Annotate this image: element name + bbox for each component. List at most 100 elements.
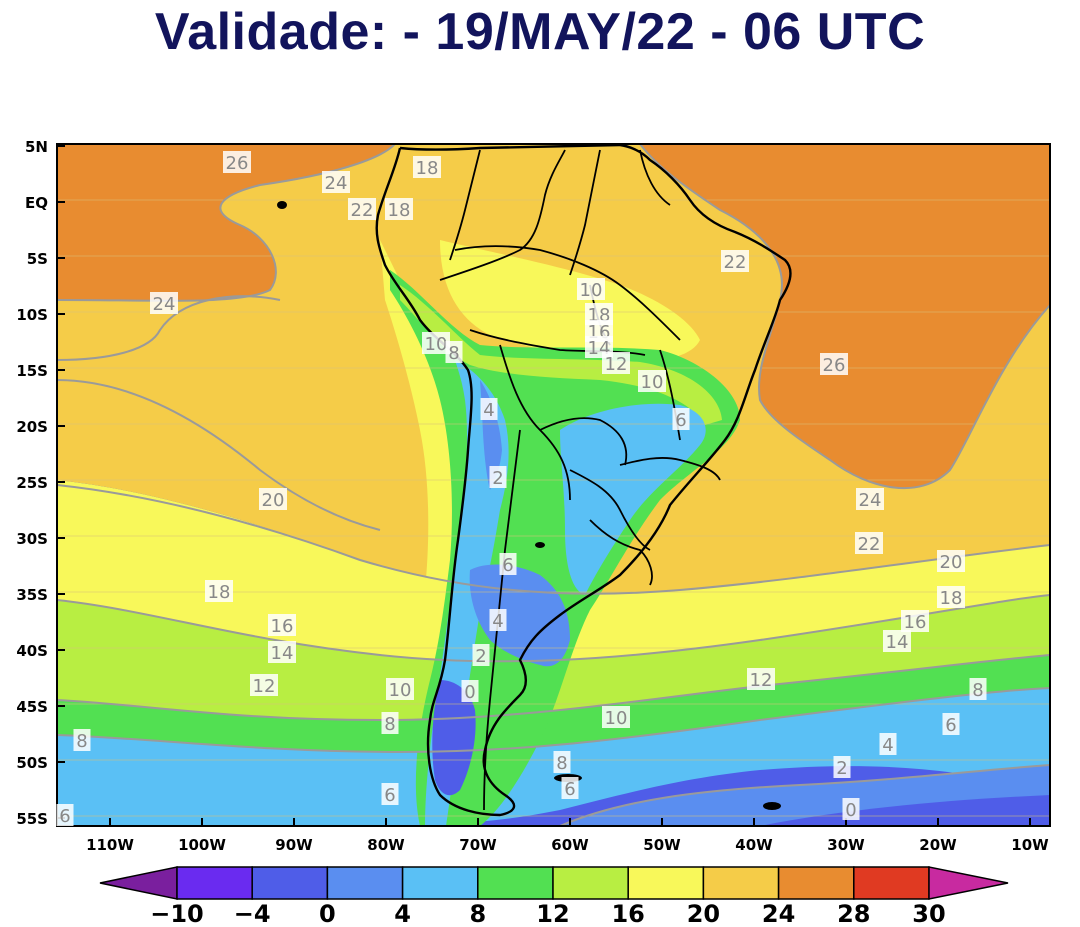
svg-text:26: 26: [823, 355, 846, 376]
lat-label: 20S: [16, 418, 48, 436]
svg-text:10: 10: [425, 334, 448, 355]
contour-label: 18: [937, 586, 965, 609]
contour-label: 10: [386, 678, 414, 701]
contour-label: 6: [561, 777, 579, 800]
colorbar-segment: [552, 866, 629, 900]
svg-text:24: 24: [859, 490, 882, 511]
svg-text:4: 4: [492, 611, 503, 632]
svg-text:14: 14: [271, 643, 294, 664]
contour-label: 2: [472, 644, 490, 667]
lon-label: 20W: [919, 836, 957, 854]
colorbar: −10 −4 0 4 8 12 16 20 24 28 30: [99, 866, 1009, 927]
svg-text:8: 8: [448, 343, 459, 364]
contour-label: 2: [489, 466, 507, 489]
contour-label: 6: [672, 408, 690, 431]
colorbar-segment: [627, 866, 705, 900]
svg-text:20: 20: [940, 552, 963, 573]
svg-text:12: 12: [605, 354, 628, 375]
svg-text:6: 6: [502, 555, 513, 576]
colorbar-label: 8: [469, 900, 486, 927]
contour-label: 16: [268, 614, 296, 637]
contour-label: 12: [602, 352, 630, 375]
contour-label: 18: [385, 198, 413, 221]
svg-text:14: 14: [886, 632, 909, 653]
svg-text:18: 18: [388, 200, 411, 221]
lat-label: 45S: [16, 698, 48, 716]
country-borders: [439, 149, 721, 811]
lat-label: 50S: [16, 754, 48, 772]
contour-label: 8: [73, 729, 91, 752]
colorbar-segment: [853, 866, 930, 900]
svg-text:4: 4: [882, 735, 893, 756]
lat-label: 40S: [16, 642, 48, 660]
svg-text:26: 26: [226, 153, 249, 174]
svg-text:8: 8: [384, 714, 395, 735]
svg-text:8: 8: [76, 731, 87, 752]
contour-label: 0: [842, 798, 860, 821]
svg-text:6: 6: [59, 806, 70, 827]
colorbar-right-arrow: [928, 866, 1009, 900]
contour-label: 14: [883, 630, 911, 653]
svg-text:6: 6: [384, 785, 395, 806]
contour-label: 18: [205, 580, 233, 603]
svg-text:2: 2: [836, 758, 847, 779]
temperature-field: [57, 144, 1050, 826]
isotherm-lines: [57, 144, 1050, 826]
colorbar-segment: [326, 866, 404, 900]
coastline: [375, 143, 792, 817]
contour-label: 6: [499, 553, 517, 576]
colorbar-segment: [777, 866, 855, 900]
contour-label: 10: [577, 278, 605, 301]
svg-text:10: 10: [605, 708, 628, 729]
contour-label: 24: [856, 488, 884, 511]
lon-label: 30W: [827, 836, 865, 854]
contour-label: 20: [259, 488, 287, 511]
lon-label: 90W: [275, 836, 313, 854]
svg-text:22: 22: [351, 200, 374, 221]
contour-label: 14: [268, 641, 296, 664]
lon-label: 80W: [367, 836, 405, 854]
contour-label: 6: [56, 804, 74, 827]
svg-text:0: 0: [464, 682, 475, 703]
colorbar-label: 30: [912, 900, 945, 927]
contour-label: 2: [833, 756, 851, 779]
contour-label: 8: [445, 341, 463, 364]
contour-label: 18: [413, 156, 441, 179]
colorbar-segment: [702, 866, 780, 900]
lat-label: 15S: [16, 362, 48, 380]
svg-text:8: 8: [556, 753, 567, 774]
contour-label: 4: [879, 733, 897, 756]
colorbar-segment: [401, 866, 479, 900]
svg-text:20: 20: [262, 490, 285, 511]
svg-text:22: 22: [858, 534, 881, 555]
lat-label: 10S: [16, 306, 48, 324]
svg-text:18: 18: [208, 582, 231, 603]
lon-label: 40W: [735, 836, 773, 854]
svg-text:24: 24: [325, 173, 348, 194]
colorbar-label: 12: [536, 900, 569, 927]
svg-text:8: 8: [972, 680, 983, 701]
svg-text:10: 10: [389, 680, 412, 701]
colorbar-left-arrow: [99, 866, 178, 900]
contour-label: 10: [638, 370, 666, 393]
svg-text:6: 6: [675, 410, 686, 431]
map-title: Validade: - 19/MAY/22 - 06 UTC: [154, 3, 926, 61]
svg-text:12: 12: [253, 676, 276, 697]
svg-text:4: 4: [483, 400, 494, 421]
contour-label: 8: [969, 678, 987, 701]
contour-label: 24: [150, 292, 178, 315]
contour-label: 20: [937, 550, 965, 573]
plot-frame: [56, 143, 1051, 827]
svg-text:2: 2: [492, 468, 503, 489]
contour-label: 26: [820, 353, 848, 376]
longitude-axis: 110W 100W 90W 80W 70W 60W 50W 40W 30W 20W 10W: [86, 818, 1049, 854]
colorbar-label: 24: [762, 900, 795, 927]
colorbar-label: 28: [837, 900, 870, 927]
contour-label: 22: [855, 532, 883, 555]
colorbar-segment: [251, 866, 329, 900]
contour-label: 10: [422, 332, 450, 355]
contour-label: 0: [461, 680, 479, 703]
lon-label: 60W: [551, 836, 589, 854]
contour-label: 8: [553, 751, 571, 774]
